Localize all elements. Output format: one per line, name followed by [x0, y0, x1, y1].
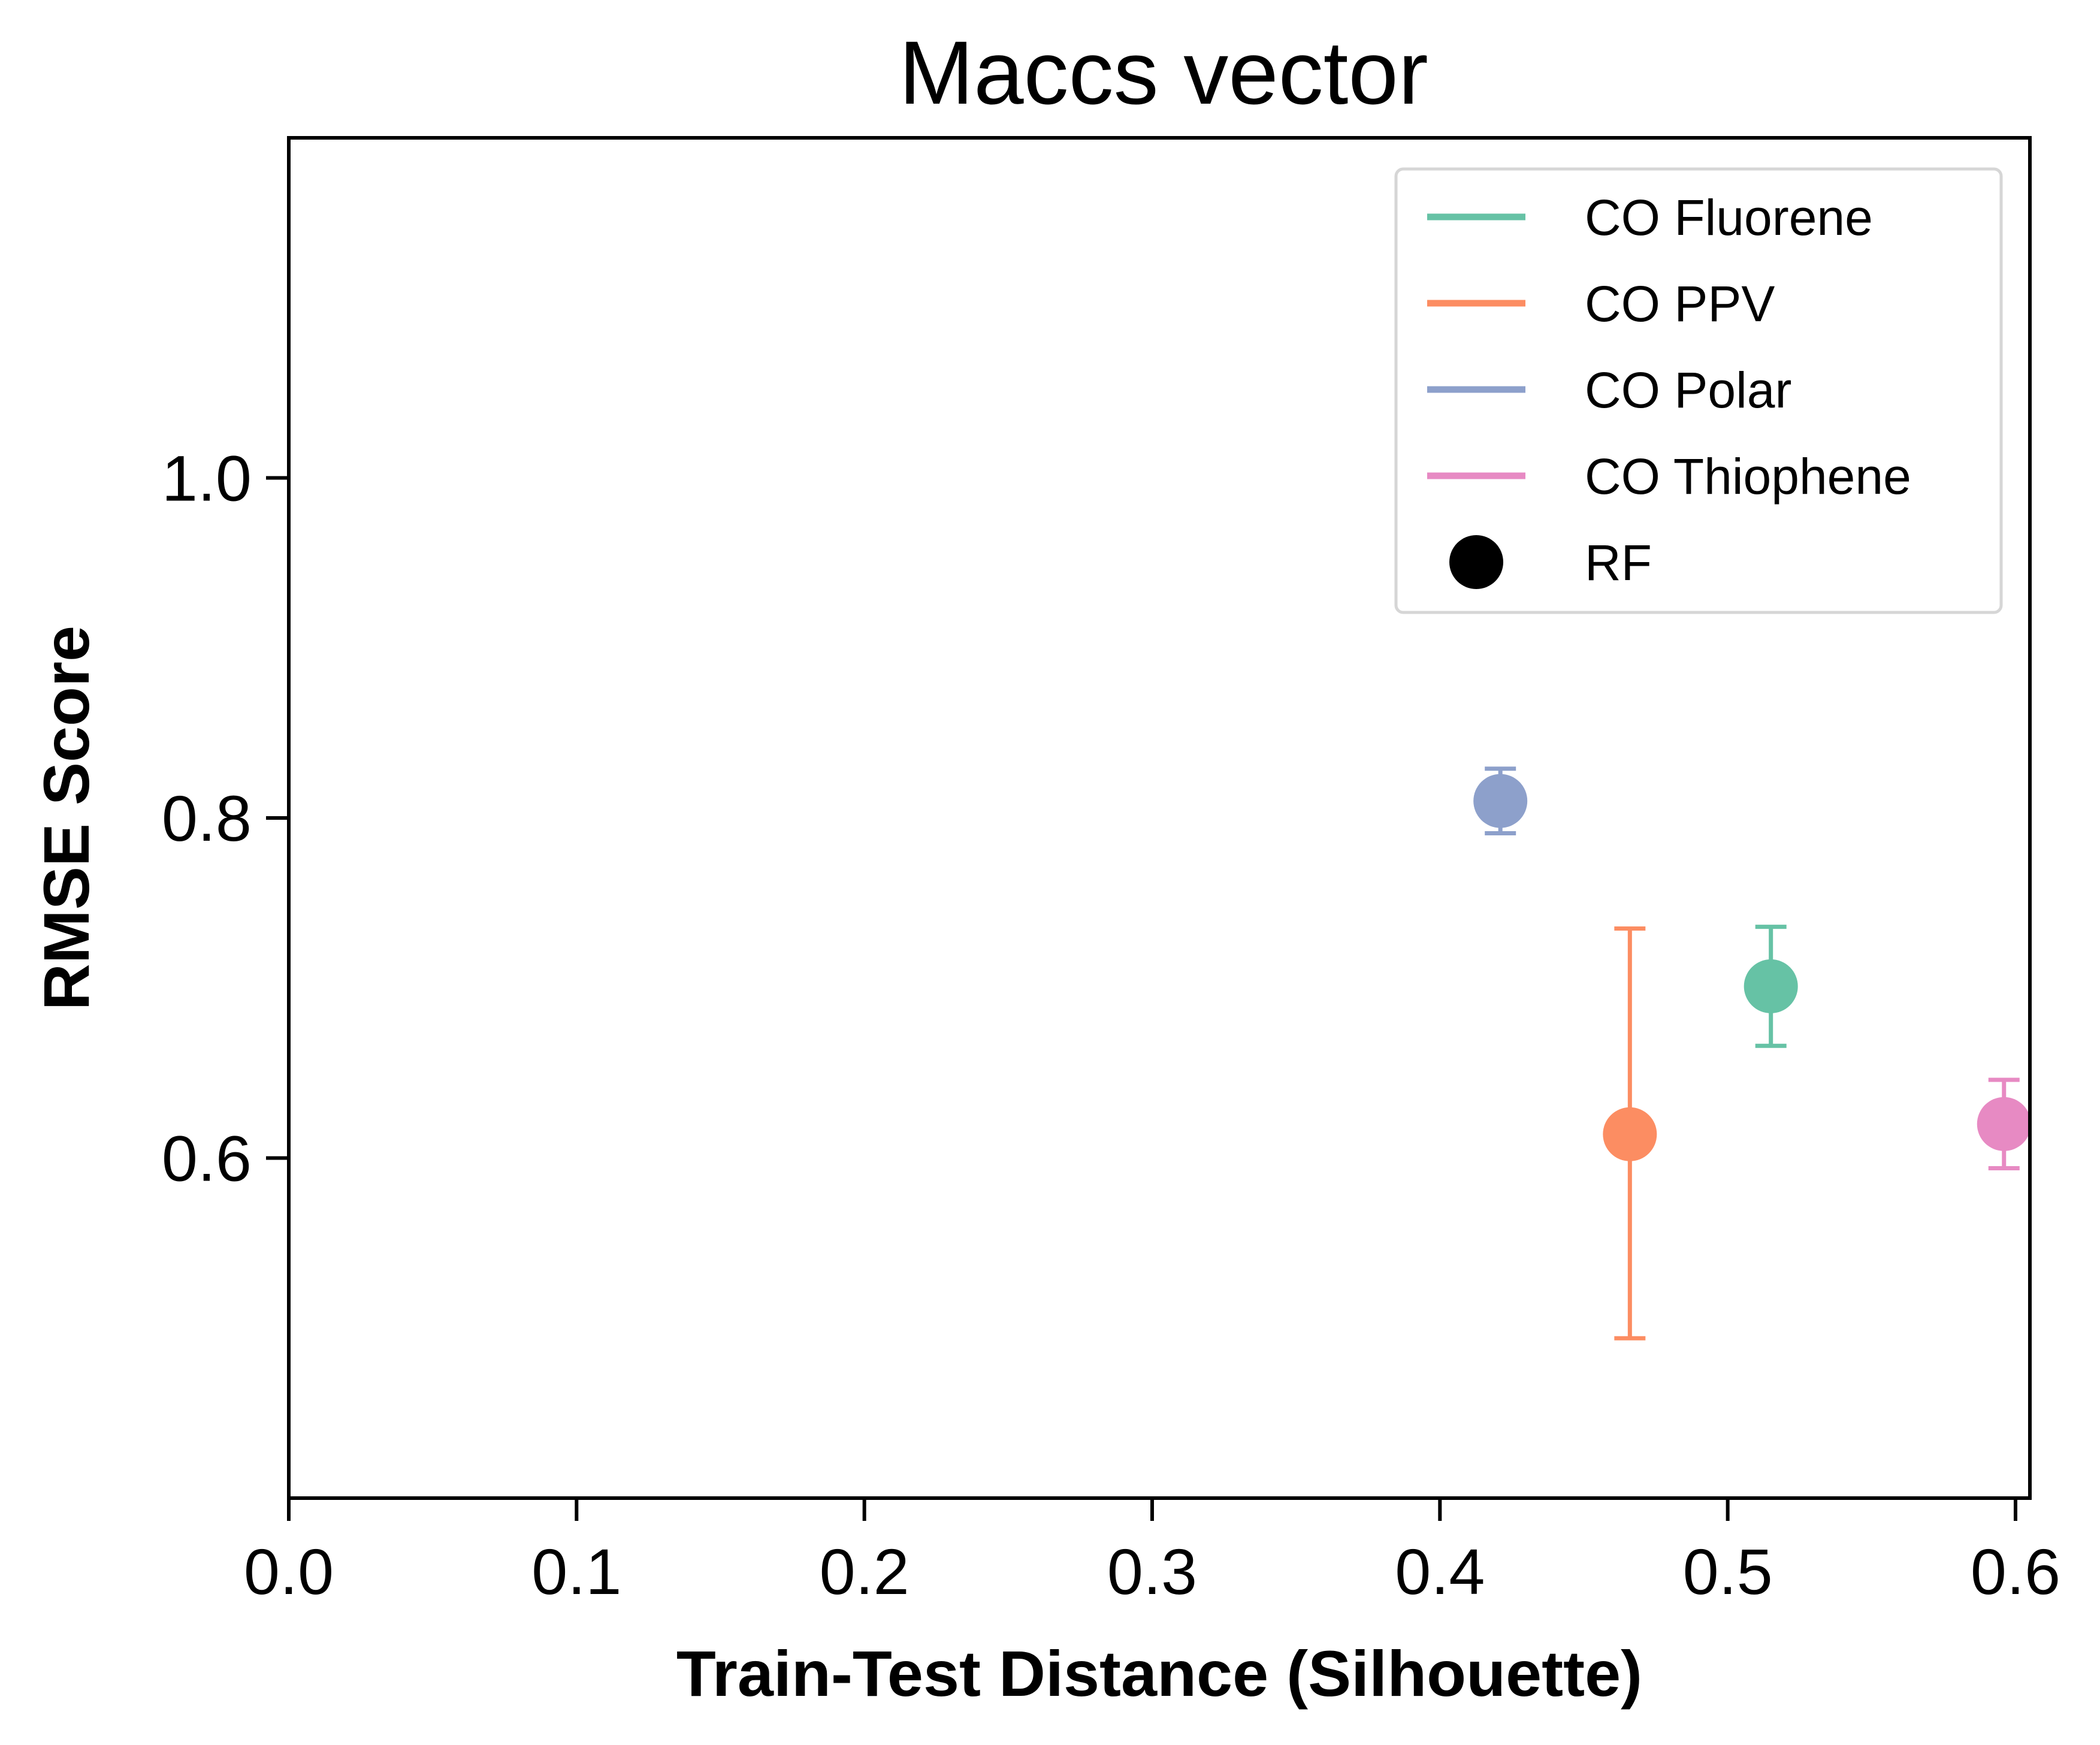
y-axis-ticks: 0.6 0.8 1.0 — [162, 442, 289, 1195]
x-tick-label: 0.4 — [1395, 1535, 1485, 1608]
data-layer — [1473, 766, 2031, 1341]
x-axis-label: Train-Test Distance (Silhouette) — [676, 1637, 1642, 1710]
legend-label: CO Thiophene — [1585, 448, 1911, 505]
data-point — [1744, 959, 1798, 1013]
data-point — [1603, 1107, 1657, 1161]
chart-title: Maccs vector — [899, 22, 1428, 123]
x-axis-ticks: 0.0 0.1 0.2 0.3 0.4 0.5 0.6 — [244, 1498, 2060, 1608]
x-tick-label: 0.6 — [1971, 1535, 2060, 1608]
x-tick-label: 0.5 — [1683, 1535, 1773, 1608]
legend-marker-circle — [1449, 535, 1503, 589]
legend-label: CO Fluorene — [1585, 189, 1873, 246]
legend-box — [1394, 167, 2003, 614]
y-axis-label: RMSE Score — [30, 626, 102, 1010]
legend-label: CO PPV — [1585, 276, 1775, 332]
legend-items: CO Fluorene CO PPV CO Polar CO Thiophene RF — [1427, 189, 1911, 591]
y-tick-label: 0.6 — [162, 1122, 252, 1195]
legend-label: CO Polar — [1585, 362, 1791, 418]
y-tick-label: 0.8 — [162, 782, 252, 855]
legend: CO Fluorene CO PPV CO Polar CO Thiophene RF — [1394, 167, 2003, 614]
x-tick-label: 0.3 — [1107, 1535, 1197, 1608]
plot-frame — [287, 136, 2032, 1500]
data-point — [1977, 1097, 2031, 1151]
legend-label: RF — [1585, 535, 1652, 591]
data-point — [1473, 774, 1528, 828]
x-tick-label: 0.1 — [531, 1535, 621, 1608]
x-tick-label: 0.2 — [820, 1535, 910, 1608]
x-tick-label: 0.0 — [244, 1535, 334, 1608]
y-tick-label: 1.0 — [162, 442, 252, 515]
